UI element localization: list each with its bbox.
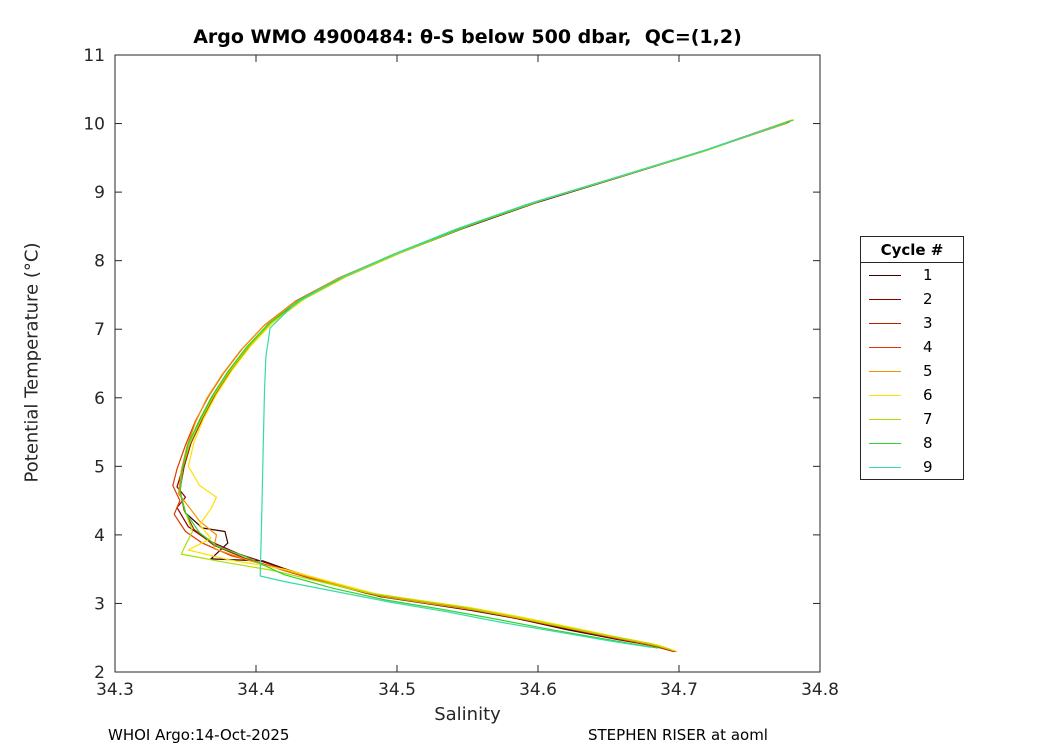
legend-label: 9 (923, 458, 933, 476)
y-tick-label: 2 (94, 663, 105, 683)
legend-line-sample (869, 442, 901, 444)
series-line-cycle-2 (176, 120, 790, 652)
y-tick-label: 10 (83, 115, 105, 135)
series-line-cycle-3 (179, 119, 793, 653)
legend-entry-cycle-7: 7 (861, 407, 963, 431)
y-tick-label: 5 (94, 457, 105, 477)
legend-label: 5 (923, 362, 933, 380)
x-axis-label: Salinity (434, 704, 501, 725)
footer-source-text: WHOI Argo:14-Oct-2025 (108, 726, 290, 744)
legend-box: Cycle # 1 2 3 4 5 6 7 8 9 (860, 236, 964, 480)
legend-line-sample (869, 394, 901, 396)
series-line-cycle-8 (179, 119, 794, 649)
y-tick-label: 7 (94, 320, 105, 340)
x-tick-label: 34.6 (519, 680, 557, 700)
legend-entry-cycle-1: 1 (861, 263, 963, 287)
y-tick-label: 8 (94, 252, 105, 272)
series-line-cycle-5 (177, 122, 787, 653)
legend-label: 4 (923, 338, 933, 356)
legend-label: 7 (923, 410, 933, 428)
legend-label: 1 (923, 266, 933, 284)
series-line-cycle-1 (179, 122, 786, 653)
x-tick-label: 34.3 (96, 680, 134, 700)
legend-entry-cycle-4: 4 (861, 335, 963, 359)
y-axis-label: Potential Temperature (°C) (21, 242, 43, 483)
plot-title: Argo WMO 4900484: θ-S below 500 dbar, QC… (193, 26, 742, 48)
x-tick-label: 34.5 (378, 680, 416, 700)
legend-entry-cycle-3: 3 (861, 311, 963, 335)
legend-label: 8 (923, 434, 933, 452)
y-tick-label: 11 (83, 46, 105, 66)
x-tick-label: 34.4 (237, 680, 275, 700)
footer-credit-text: STEPHEN RISER at aoml (588, 726, 768, 744)
y-tick-label: 9 (94, 183, 105, 203)
series-line-cycle-6 (187, 119, 793, 652)
legend-entry-cycle-5: 5 (861, 359, 963, 383)
legend-entry-cycle-2: 2 (861, 287, 963, 311)
legend-line-sample (869, 370, 901, 372)
legend-entry-cycle-9: 9 (861, 455, 963, 479)
legend-label: 2 (923, 290, 933, 308)
series-line-cycle-9 (259, 122, 787, 648)
series-line-cycle-7 (179, 120, 792, 651)
x-tick-label: 34.8 (801, 680, 839, 700)
x-tick-label: 34.7 (660, 680, 698, 700)
axes-box (114, 54, 821, 673)
y-tick-label: 3 (94, 594, 105, 614)
legend-entry-cycle-6: 6 (861, 383, 963, 407)
legend-line-sample (869, 298, 901, 300)
legend-line-sample (869, 418, 901, 420)
legend-line-sample (869, 466, 901, 468)
legend-line-sample (869, 322, 901, 324)
legend-line-sample (869, 346, 901, 348)
y-tick-label: 4 (94, 526, 105, 546)
legend-line-sample (869, 274, 901, 276)
legend-entries: 1 2 3 4 5 6 7 8 9 (861, 263, 963, 479)
legend-title: Cycle # (861, 237, 963, 263)
legend-label: 6 (923, 386, 933, 404)
y-tick-label: 6 (94, 389, 105, 409)
legend-entry-cycle-8: 8 (861, 431, 963, 455)
legend-label: 3 (923, 314, 933, 332)
